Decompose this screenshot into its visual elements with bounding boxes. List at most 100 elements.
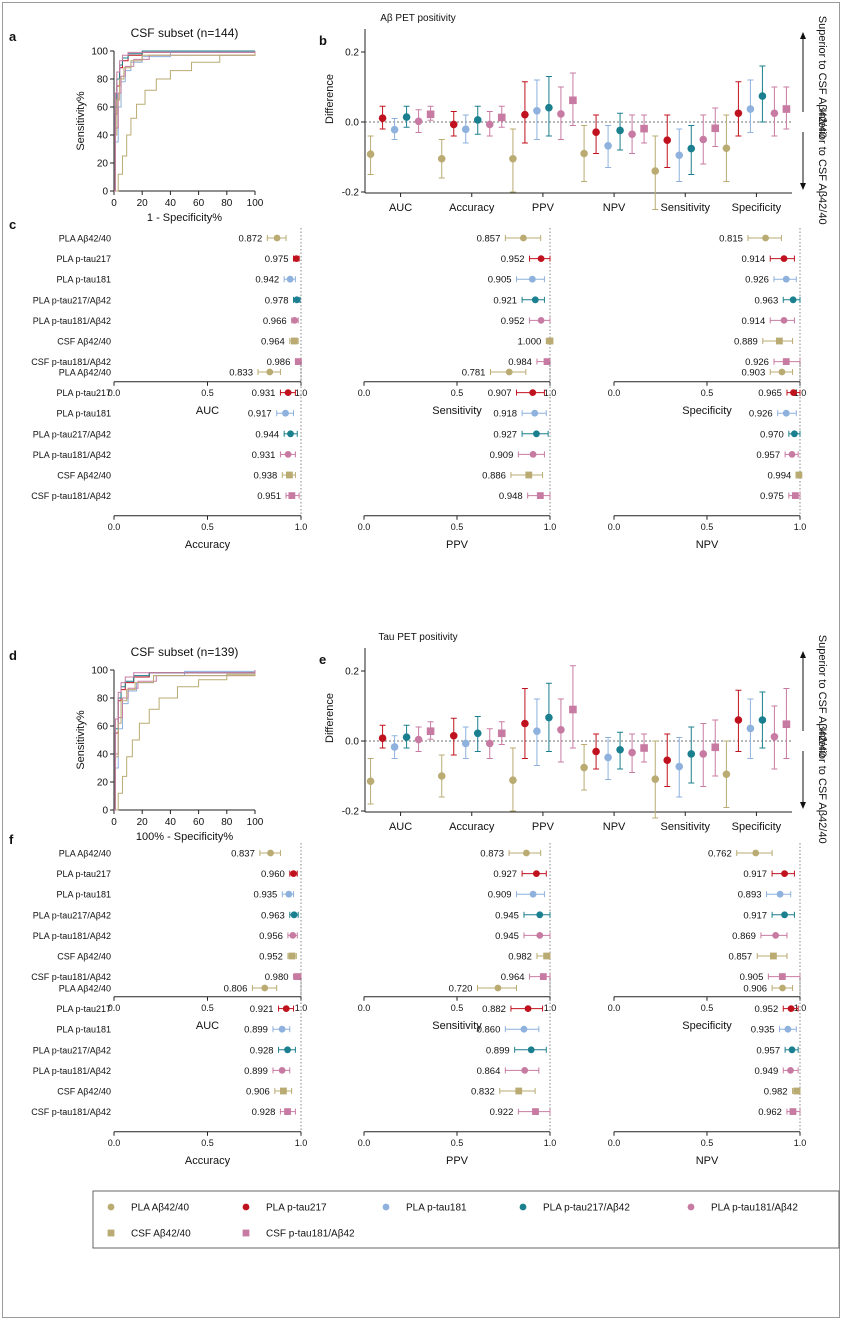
x-tick-label: 1.0: [794, 522, 807, 532]
difference-point: [604, 753, 612, 762]
difference-point: [473, 116, 482, 124]
value-label: 0.964: [261, 337, 285, 348]
x-tick-label: 0.0: [608, 522, 621, 532]
forest-sensitivity: 0.0 0.5 1.0Sensitivity0.8570.9520.9050.921…: [358, 228, 556, 417]
estimate-point: [775, 337, 783, 345]
difference-point: [437, 154, 446, 163]
x-tick-label: 100: [247, 817, 264, 828]
estimate-point: [762, 234, 769, 242]
estimate-point: [273, 234, 281, 242]
estimate-point: [770, 952, 777, 960]
legend-item: PLA Aβ42/40: [107, 1203, 189, 1214]
model-label: CSF p-tau181/Aβ42: [31, 972, 111, 982]
value-label: 0.984: [508, 357, 532, 368]
estimate-point: [522, 849, 530, 857]
model-label: PLA p-tau181/Aβ42: [33, 1066, 111, 1076]
estimate-point: [293, 973, 301, 980]
value-label: 0.957: [756, 450, 780, 461]
section-header: Tau PET positivity: [378, 632, 457, 643]
chart-title: CSF subset (n=144): [131, 26, 239, 40]
difference-point: [580, 763, 588, 772]
difference-point: [390, 743, 399, 751]
roc-curve: [114, 50, 255, 192]
panel-label: d: [9, 648, 17, 663]
difference-point: [449, 731, 458, 740]
x-tick-label: 0.0: [358, 388, 371, 398]
panel-label: b: [319, 33, 327, 48]
x-tick-label: 0.0: [108, 1138, 121, 1148]
model-label: CSF p-tau181/Aβ42: [31, 1107, 111, 1117]
x-tick-label: 1.0: [544, 522, 557, 532]
x-tick-label: 60: [193, 817, 205, 828]
y-tick-label: 0.0: [345, 118, 359, 129]
model-label: PLA Aβ42/40: [59, 234, 111, 244]
x-tick-label: 80: [221, 198, 233, 209]
x-axis-label: 100% - Specificity%: [136, 831, 233, 843]
value-label: 0.781: [462, 368, 486, 379]
x-tick-label: 0.5: [201, 522, 214, 532]
estimate-point: [780, 255, 788, 262]
model-label: PLA p-tau217: [56, 869, 111, 879]
section-a: Aβ PET positivity a CSF subset (n=144) 0 20 4…: [9, 13, 828, 551]
estimate-point: [778, 973, 786, 980]
estimate-point: [780, 317, 788, 324]
difference-point: [569, 96, 577, 105]
value-label: 0.906: [246, 1087, 270, 1098]
value-label: 0.837: [231, 849, 255, 860]
roc-chart: d CSF subset (n=139) 0 20 40 60 80 100 0 20 40 60 80…: [9, 645, 264, 843]
roc-curve: [114, 51, 256, 192]
value-label: 0.942: [255, 275, 279, 286]
category-label: Sensitivity: [660, 202, 710, 214]
value-label: 0.893: [738, 890, 762, 901]
model-label: PLA p-tau217/Aβ42: [33, 1045, 111, 1055]
value-label: 0.935: [254, 890, 278, 901]
estimate-point: [537, 255, 545, 262]
value-label: 1.000: [517, 337, 541, 348]
y-tick-label: 80: [97, 75, 109, 86]
superior-label: Superior to CSF Aβ42/40: [816, 16, 828, 139]
value-label: 0.917: [743, 910, 767, 921]
estimate-point: [533, 870, 540, 877]
x-axis-label: NPV: [696, 539, 719, 551]
estimate-point: [789, 296, 797, 304]
roc-curve: [114, 51, 256, 192]
estimate-point: [791, 492, 799, 499]
estimate-point: [543, 358, 551, 365]
difference-point: [390, 125, 399, 134]
x-tick-label: 1.0: [295, 522, 308, 532]
difference-point: [734, 716, 743, 724]
value-label: 0.864: [477, 1066, 501, 1077]
panel-label: a: [9, 29, 17, 44]
legend-label: PLA p-tau181/Aβ42: [711, 1203, 798, 1214]
value-label: 0.949: [754, 1066, 778, 1077]
x-tick-label: 0.5: [701, 1138, 714, 1148]
value-label: 0.899: [244, 1025, 268, 1036]
x-tick-label: 0.0: [608, 1138, 621, 1148]
forest-charts: c 0.0 0.5 1.0 AUC PLA Aβ42/40 0.872 PLA p-tau21…: [9, 217, 806, 551]
estimate-point: [779, 984, 786, 992]
y-tick-label: -0.2: [342, 807, 360, 818]
legend-item: CSF p-tau181/Aβ42: [242, 1229, 355, 1240]
estimate-point: [282, 409, 289, 417]
section-d: Tau PET positivity d CSF subset (n=139) 0 20…: [9, 632, 828, 1167]
legend-marker: [107, 1203, 115, 1211]
model-label: CSF Aβ42/40: [57, 471, 111, 481]
chart-title: CSF subset (n=139): [131, 645, 239, 659]
estimate-point: [531, 409, 539, 417]
x-tick-label: 0.5: [451, 388, 464, 398]
difference-point: [485, 120, 494, 129]
y-tick-label: 100: [91, 47, 108, 58]
roc-curve: [114, 670, 256, 811]
value-label: 0.921: [493, 295, 517, 306]
value-label: 0.986: [267, 357, 291, 368]
value-label: 0.921: [250, 1004, 274, 1015]
estimate-point: [520, 234, 527, 242]
model-label: PLA p-tau217: [56, 1004, 111, 1014]
value-label: 0.935: [751, 1025, 775, 1036]
difference-point: [497, 729, 506, 738]
estimate-point: [286, 471, 293, 479]
x-tick-label: 1.0: [295, 1138, 308, 1148]
y-tick-label: 20: [97, 778, 109, 789]
value-label: 0.931: [252, 450, 276, 461]
estimate-point: [280, 1087, 287, 1095]
